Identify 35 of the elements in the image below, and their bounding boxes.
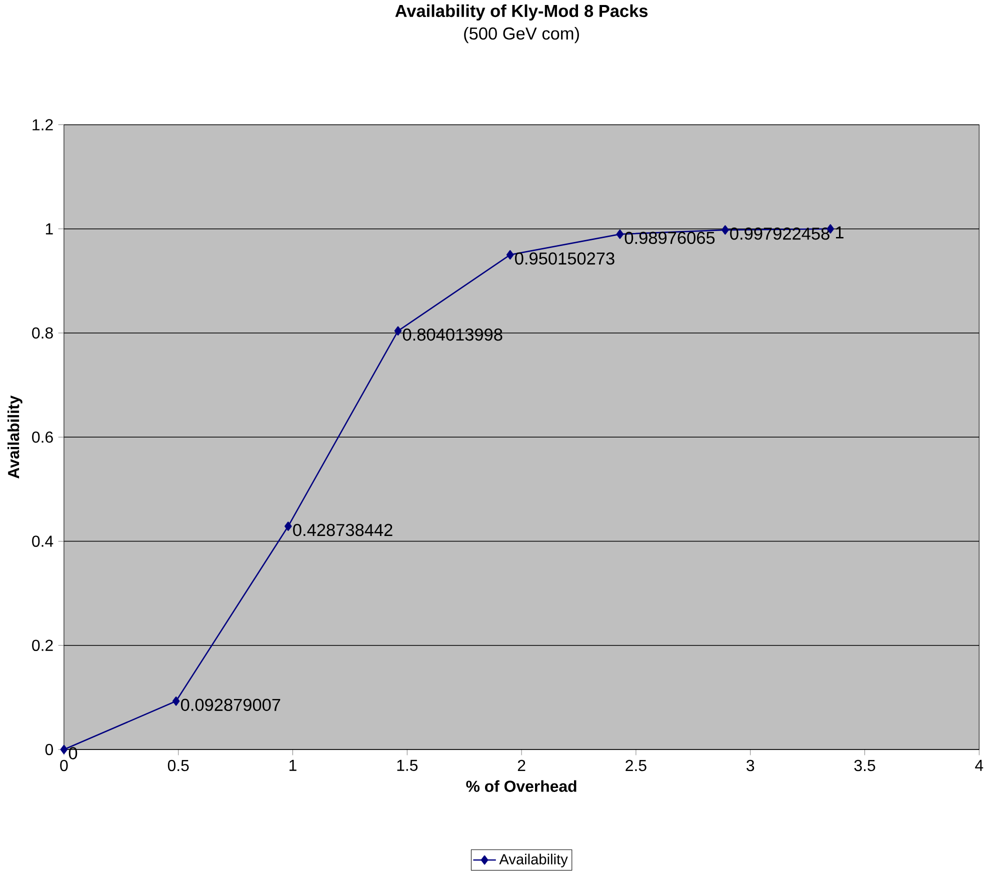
x-tick-label: 3 bbox=[746, 760, 754, 771]
data-label: 0.997922458 bbox=[730, 227, 830, 240]
y-tick-label: 0.4 bbox=[32, 535, 54, 547]
y-axis-title: Availability bbox=[8, 395, 22, 478]
x-tick-label: 1 bbox=[290, 760, 296, 771]
data-label: 0.428738442 bbox=[293, 524, 392, 536]
point bbox=[394, 326, 402, 336]
y-tick-label: 1.2 bbox=[32, 118, 53, 130]
data-label: 1 bbox=[836, 226, 844, 238]
chart-subtitle: (500 GeV com) bbox=[464, 26, 579, 43]
x-tick-label: 4 bbox=[975, 760, 984, 771]
chart-title: Availability of Kly-Mod 8 Packs bbox=[395, 4, 648, 20]
legend-label: Availability bbox=[499, 854, 568, 868]
point bbox=[616, 229, 624, 239]
x-tick-label: 3.5 bbox=[854, 760, 876, 771]
x-axis-title: % of Overhead bbox=[466, 780, 576, 792]
data-label: 0 bbox=[68, 746, 78, 760]
point bbox=[722, 225, 729, 234]
x-tick-label: 0.5 bbox=[168, 760, 189, 771]
data-label: 0.950150273 bbox=[515, 252, 614, 264]
data-label: 0.98976065 bbox=[624, 232, 715, 244]
point bbox=[506, 250, 514, 260]
x-tick-label: 1.5 bbox=[397, 760, 418, 771]
y-tick-label: 0.2 bbox=[32, 640, 53, 651]
y-tick-label: 0.8 bbox=[32, 327, 53, 338]
data-label: 0.092879007 bbox=[180, 698, 280, 711]
point bbox=[284, 521, 292, 531]
point bbox=[60, 744, 68, 754]
x-tick-label: 2.5 bbox=[626, 760, 646, 771]
y-tick-label: 1 bbox=[46, 223, 53, 234]
point bbox=[172, 696, 180, 706]
y-tick-label: 0 bbox=[45, 744, 53, 755]
x-tick-label: 0 bbox=[60, 760, 68, 771]
x-tick-label: 2 bbox=[518, 760, 526, 771]
y-tick-label: 0.6 bbox=[32, 431, 53, 443]
